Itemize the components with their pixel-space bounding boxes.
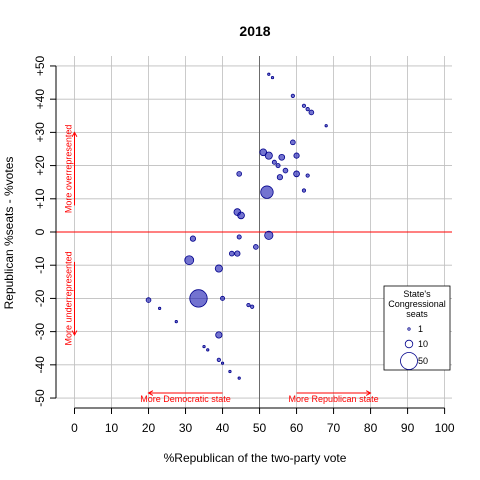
data-point (271, 159, 277, 165)
x-tick-label: 40 (216, 421, 230, 435)
legend-label-10: 10 (418, 339, 428, 349)
data-point (301, 103, 307, 108)
data-point (293, 170, 300, 178)
data-point (253, 244, 259, 250)
data-point (220, 295, 226, 301)
data-point (278, 153, 286, 161)
legend-title-line: State's (403, 289, 431, 299)
data-point (264, 230, 274, 240)
axes: 0 10 20 30 40 50 60 70 80 90 100 -50 -40 -30 -20 -10 0 +1… (33, 55, 455, 435)
annotation-overrepresented: More overrepresented (64, 125, 74, 214)
data-point (290, 93, 295, 98)
y-tick-label: +50 (33, 55, 47, 76)
data-point (308, 109, 315, 116)
data-point (282, 167, 289, 174)
y-tick-label: -40 (33, 356, 47, 374)
y-tick-label: -20 (33, 289, 47, 307)
data-point (214, 264, 223, 273)
legend-marker-10 (404, 339, 414, 349)
data-point (301, 188, 307, 193)
data-point (228, 369, 232, 374)
arrow-underrepresented-head (71, 330, 78, 336)
arrow-republican-head (365, 390, 372, 396)
data-point (250, 304, 255, 309)
x-tick-label: 50 (253, 421, 267, 435)
data-point (228, 250, 235, 257)
y-tick-label: 0 (33, 228, 47, 235)
annotations: More overrepresented More underrepresent… (64, 125, 379, 404)
data-point (276, 174, 283, 181)
data-point (246, 302, 251, 308)
data-point (264, 151, 273, 160)
data-point (267, 72, 271, 76)
data-point (184, 255, 195, 266)
data-point (174, 320, 178, 324)
data-point (220, 361, 225, 365)
x-tick-label: 10 (105, 421, 119, 435)
x-tick-label: 20 (142, 421, 156, 435)
y-tick-label: +10 (33, 188, 47, 209)
chart-title: 2018 (239, 23, 270, 39)
data-point (158, 306, 162, 310)
data-point (189, 289, 208, 308)
x-tick-label: 100 (435, 421, 455, 435)
annotation-republican: More Republican state (289, 394, 379, 404)
data-point (260, 185, 274, 199)
data-point (290, 139, 296, 146)
data-point (236, 171, 242, 177)
annotation-underrepresented: More underrepresented (64, 251, 74, 345)
x-axis-label: %Republican of the two-party vote (164, 451, 347, 465)
data-point (145, 297, 152, 303)
legend-marker-50 (400, 352, 418, 370)
data-point (237, 211, 245, 220)
data-point (206, 348, 210, 352)
x-tick-label: 30 (179, 421, 193, 435)
y-tick-label: -30 (33, 323, 47, 341)
legend-label-1: 1 (418, 324, 423, 334)
y-tick-label: +20 (33, 155, 47, 176)
data-point (324, 124, 328, 128)
arrow-democratic-head (147, 390, 154, 396)
reference-lines (56, 56, 452, 408)
y-axis-label: Republican %seats - %votes (2, 157, 16, 310)
data-point (189, 235, 197, 242)
data-point (216, 357, 221, 362)
y-tick-label: +40 (33, 89, 47, 110)
y-tick-label: -10 (33, 256, 47, 274)
x-tick-label: 90 (401, 421, 415, 435)
data-points (145, 72, 328, 380)
arrow-overrepresented-head (71, 131, 78, 138)
data-point (236, 234, 242, 240)
y-tick-label: -50 (33, 389, 47, 407)
data-point (237, 376, 241, 380)
legend-title-line: Congressional (388, 299, 446, 309)
data-point (259, 148, 268, 157)
x-tick-label: 60 (290, 421, 304, 435)
data-point (275, 163, 281, 169)
data-point (234, 250, 241, 257)
x-tick-label: 0 (71, 421, 78, 435)
data-point (305, 173, 310, 178)
legend-marker-1 (407, 327, 411, 331)
legend-label-50: 50 (418, 356, 428, 366)
x-tick-label: 80 (364, 421, 378, 435)
legend: State's Congressional seats 1 10 50 (383, 285, 451, 371)
y-tick-label: +30 (33, 122, 47, 143)
data-point (270, 75, 275, 80)
x-tick-label: 70 (327, 421, 341, 435)
legend-title-line: seats (406, 309, 428, 319)
annotation-democratic: More Democratic state (140, 394, 231, 404)
data-point (215, 331, 223, 339)
data-point (305, 107, 310, 112)
data-point (293, 152, 300, 159)
data-point (202, 344, 206, 349)
legend-box (383, 285, 451, 371)
